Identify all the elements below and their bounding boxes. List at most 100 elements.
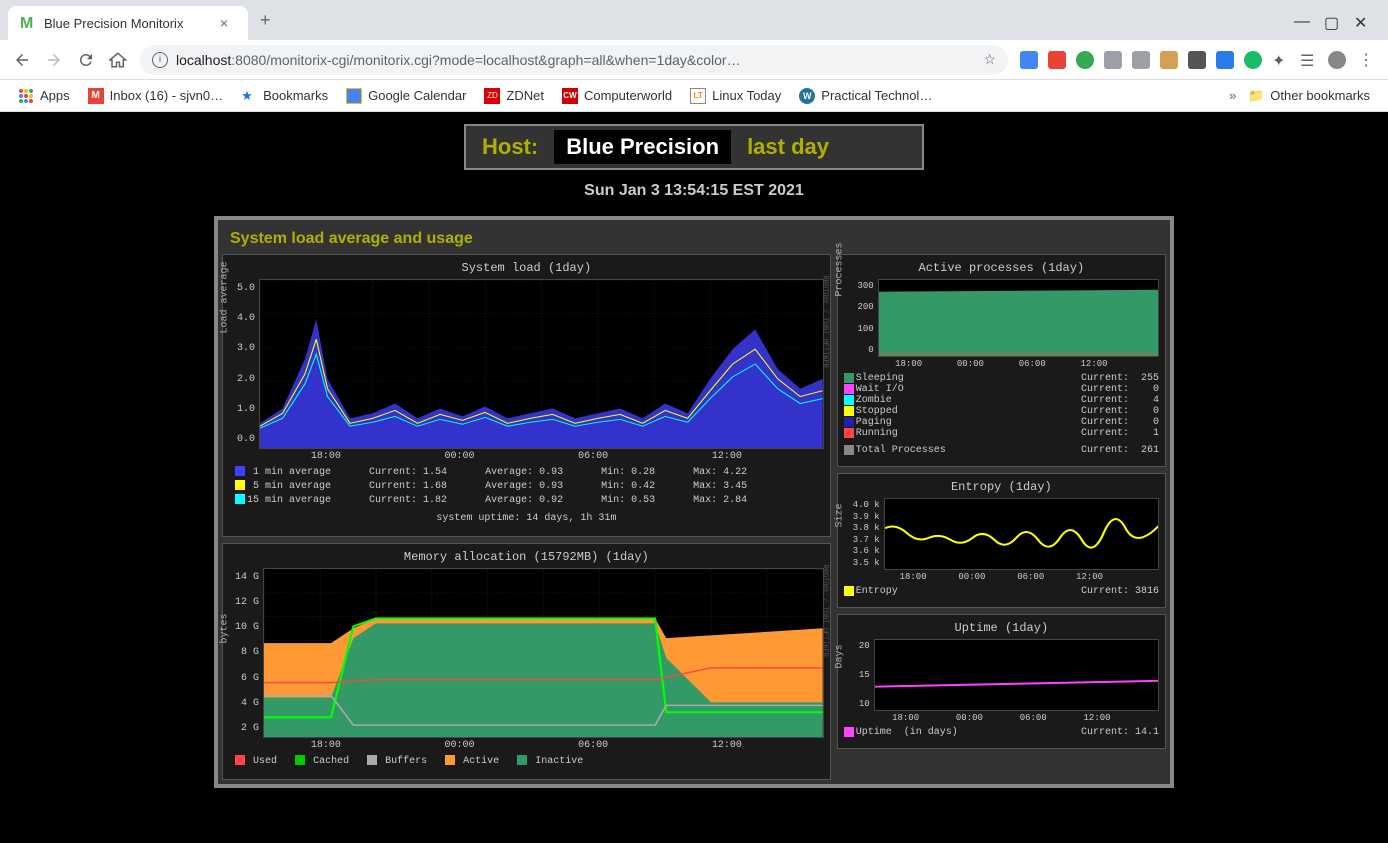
x-axis-ticks: 18:0000:0006:0012:00 (844, 711, 1159, 723)
bookmark-label: Computerworld (584, 88, 672, 103)
wp-icon: W (799, 88, 815, 104)
other-bookmarks-button[interactable]: 📁Other bookmarks (1242, 88, 1376, 104)
ext-icon[interactable] (1132, 51, 1150, 69)
timestamp: Sun Jan 3 13:54:15 EST 2021 (0, 182, 1388, 200)
address-bar[interactable]: i localhost :8080/monitorix-cgi/monitori… (140, 45, 1008, 75)
extension-icons: ✦ ☰ ⋮ (1020, 50, 1376, 70)
ext-icon[interactable] (1188, 51, 1206, 69)
y-tick: 3.5 k (844, 558, 880, 568)
bookmark-item[interactable]: ZD ZDNet (478, 88, 550, 104)
site-info-icon[interactable]: i (152, 52, 168, 68)
apps-icon (18, 88, 34, 104)
bookmark-item[interactable]: M Inbox (16) - sjvn0… (82, 88, 229, 104)
ext-icon[interactable] (1244, 51, 1262, 69)
minimize-icon[interactable]: — (1294, 13, 1308, 27)
x-axis-ticks: 18:0000:0006:0012:00 (229, 738, 824, 751)
url-path: :8080/monitorix-cgi/monitorix.cgi?mode=l… (231, 52, 740, 68)
ext-icon[interactable] (1020, 51, 1038, 69)
graph-title: Entropy (1day) (844, 480, 1159, 494)
memory-legend: Used Cached Buffers Active Inactive (229, 751, 824, 773)
y-tick: 12 G (229, 597, 259, 608)
reload-button[interactable] (76, 50, 96, 70)
graph-title: Memory allocation (15792MB) (1day) (229, 550, 824, 564)
y-tick: 3.7 k (844, 535, 880, 545)
bookmark-label: ZDNet (506, 88, 544, 103)
y-tick: 20 (844, 641, 870, 651)
ext-icon[interactable] (1048, 51, 1066, 69)
gcal-icon (346, 88, 362, 104)
uptime-text: system uptime: 14 days, 1h 31m (235, 508, 818, 526)
bookmark-label: Google Calendar (368, 88, 466, 103)
y-tick: 3.0 (229, 343, 255, 354)
back-button[interactable] (12, 50, 32, 70)
chart-svg (879, 280, 1158, 356)
ext-icon[interactable] (1076, 51, 1094, 69)
y-tick: 0 (844, 345, 874, 355)
maximize-icon[interactable]: ▢ (1324, 13, 1338, 27)
y-axis-label: Processes (834, 242, 845, 296)
y-tick: 0.0 (229, 434, 255, 445)
graph-title: Active processes (1day) (844, 261, 1159, 275)
bookmark-item[interactable]: WPractical Technol… (793, 88, 938, 104)
apps-button[interactable]: Apps (12, 88, 76, 104)
window-controls: — ▢ ✕ (1294, 13, 1380, 27)
y-tick: 1.0 (229, 404, 255, 415)
processes-chart (878, 279, 1159, 357)
y-axis-label: bytes (220, 613, 231, 643)
y-tick: 10 G (229, 622, 259, 633)
dashboard: System load average and usage System loa… (214, 216, 1174, 788)
bookmark-label: Apps (40, 88, 70, 103)
y-axis-label: Days (834, 644, 845, 668)
page-content: Host: Blue Precision last day Sun Jan 3 … (0, 112, 1388, 843)
tab-favicon-icon: M (20, 15, 36, 31)
close-window-icon[interactable]: ✕ (1354, 13, 1368, 27)
profile-avatar[interactable] (1328, 51, 1346, 69)
entropy-panel: Entropy (1day) Size 4.0 k3.9 k3.8 k3.7 k… (837, 473, 1166, 608)
url-host: localhost (176, 52, 231, 68)
reading-list-icon[interactable]: ☰ (1300, 51, 1318, 69)
y-tick: 4 G (229, 698, 259, 709)
y-tick: 14 G (229, 572, 259, 583)
ext-icon[interactable] (1160, 51, 1178, 69)
y-tick: 3.8 k (844, 523, 880, 533)
star-icon: ★ (241, 88, 257, 104)
extensions-icon[interactable]: ✦ (1272, 51, 1290, 69)
cw-icon: CW (562, 88, 578, 104)
y-tick: 3.6 k (844, 546, 880, 556)
y-axis-label: Load average (220, 261, 231, 333)
bookmark-item[interactable]: LTLinux Today (684, 88, 787, 104)
ext-icon[interactable] (1104, 51, 1122, 69)
menu-icon[interactable]: ⋮ (1356, 50, 1376, 70)
y-tick: 6 G (229, 673, 259, 684)
entropy-legend: EntropyCurrent: 3816 (844, 582, 1159, 601)
y-tick: 2 G (229, 723, 259, 734)
graph-title: Uptime (1day) (844, 621, 1159, 635)
new-tab-button[interactable]: + (248, 10, 283, 31)
bookmarks-overflow-icon[interactable]: » (1229, 88, 1236, 103)
y-tick: 10 (844, 699, 870, 709)
x-axis-ticks: 18:0000:0006:0012:00 (844, 357, 1159, 369)
period-label: last day (735, 130, 841, 164)
bookmark-star-icon[interactable]: ☆ (983, 51, 996, 68)
bookmark-label: Inbox (16) - sjvn0… (110, 88, 223, 103)
browser-tab[interactable]: M Blue Precision Monitorix × (8, 6, 248, 40)
memory-chart: RRDTOOL / TOBI OETIKER (263, 568, 824, 738)
gmail-icon: M (88, 88, 104, 104)
forward-button[interactable] (44, 50, 64, 70)
bookmark-label: Bookmarks (263, 88, 328, 103)
tab-title: Blue Precision Monitorix (44, 16, 220, 31)
x-axis-ticks: 18:0000:0006:0012:00 (844, 570, 1159, 582)
bookmark-item[interactable]: CW Computerworld (556, 88, 678, 104)
y-tick: 4.0 k (844, 500, 880, 510)
tab-close-icon[interactable]: × (220, 15, 236, 31)
y-tick: 300 (844, 281, 874, 291)
system-load-legend: 1 min average 5 min average 15 min avera… (229, 462, 824, 530)
y-tick: 4.0 (229, 313, 255, 324)
bookmark-item[interactable]: ★ Bookmarks (235, 88, 334, 104)
bookmarks-bar: Apps M Inbox (16) - sjvn0… ★ Bookmarks Goo… (0, 80, 1388, 112)
home-button[interactable] (108, 50, 128, 70)
chart-svg (875, 640, 1158, 710)
zdnet-icon: ZD (484, 88, 500, 104)
bookmark-item[interactable]: Google Calendar (340, 88, 472, 104)
ext-icon[interactable] (1216, 51, 1234, 69)
